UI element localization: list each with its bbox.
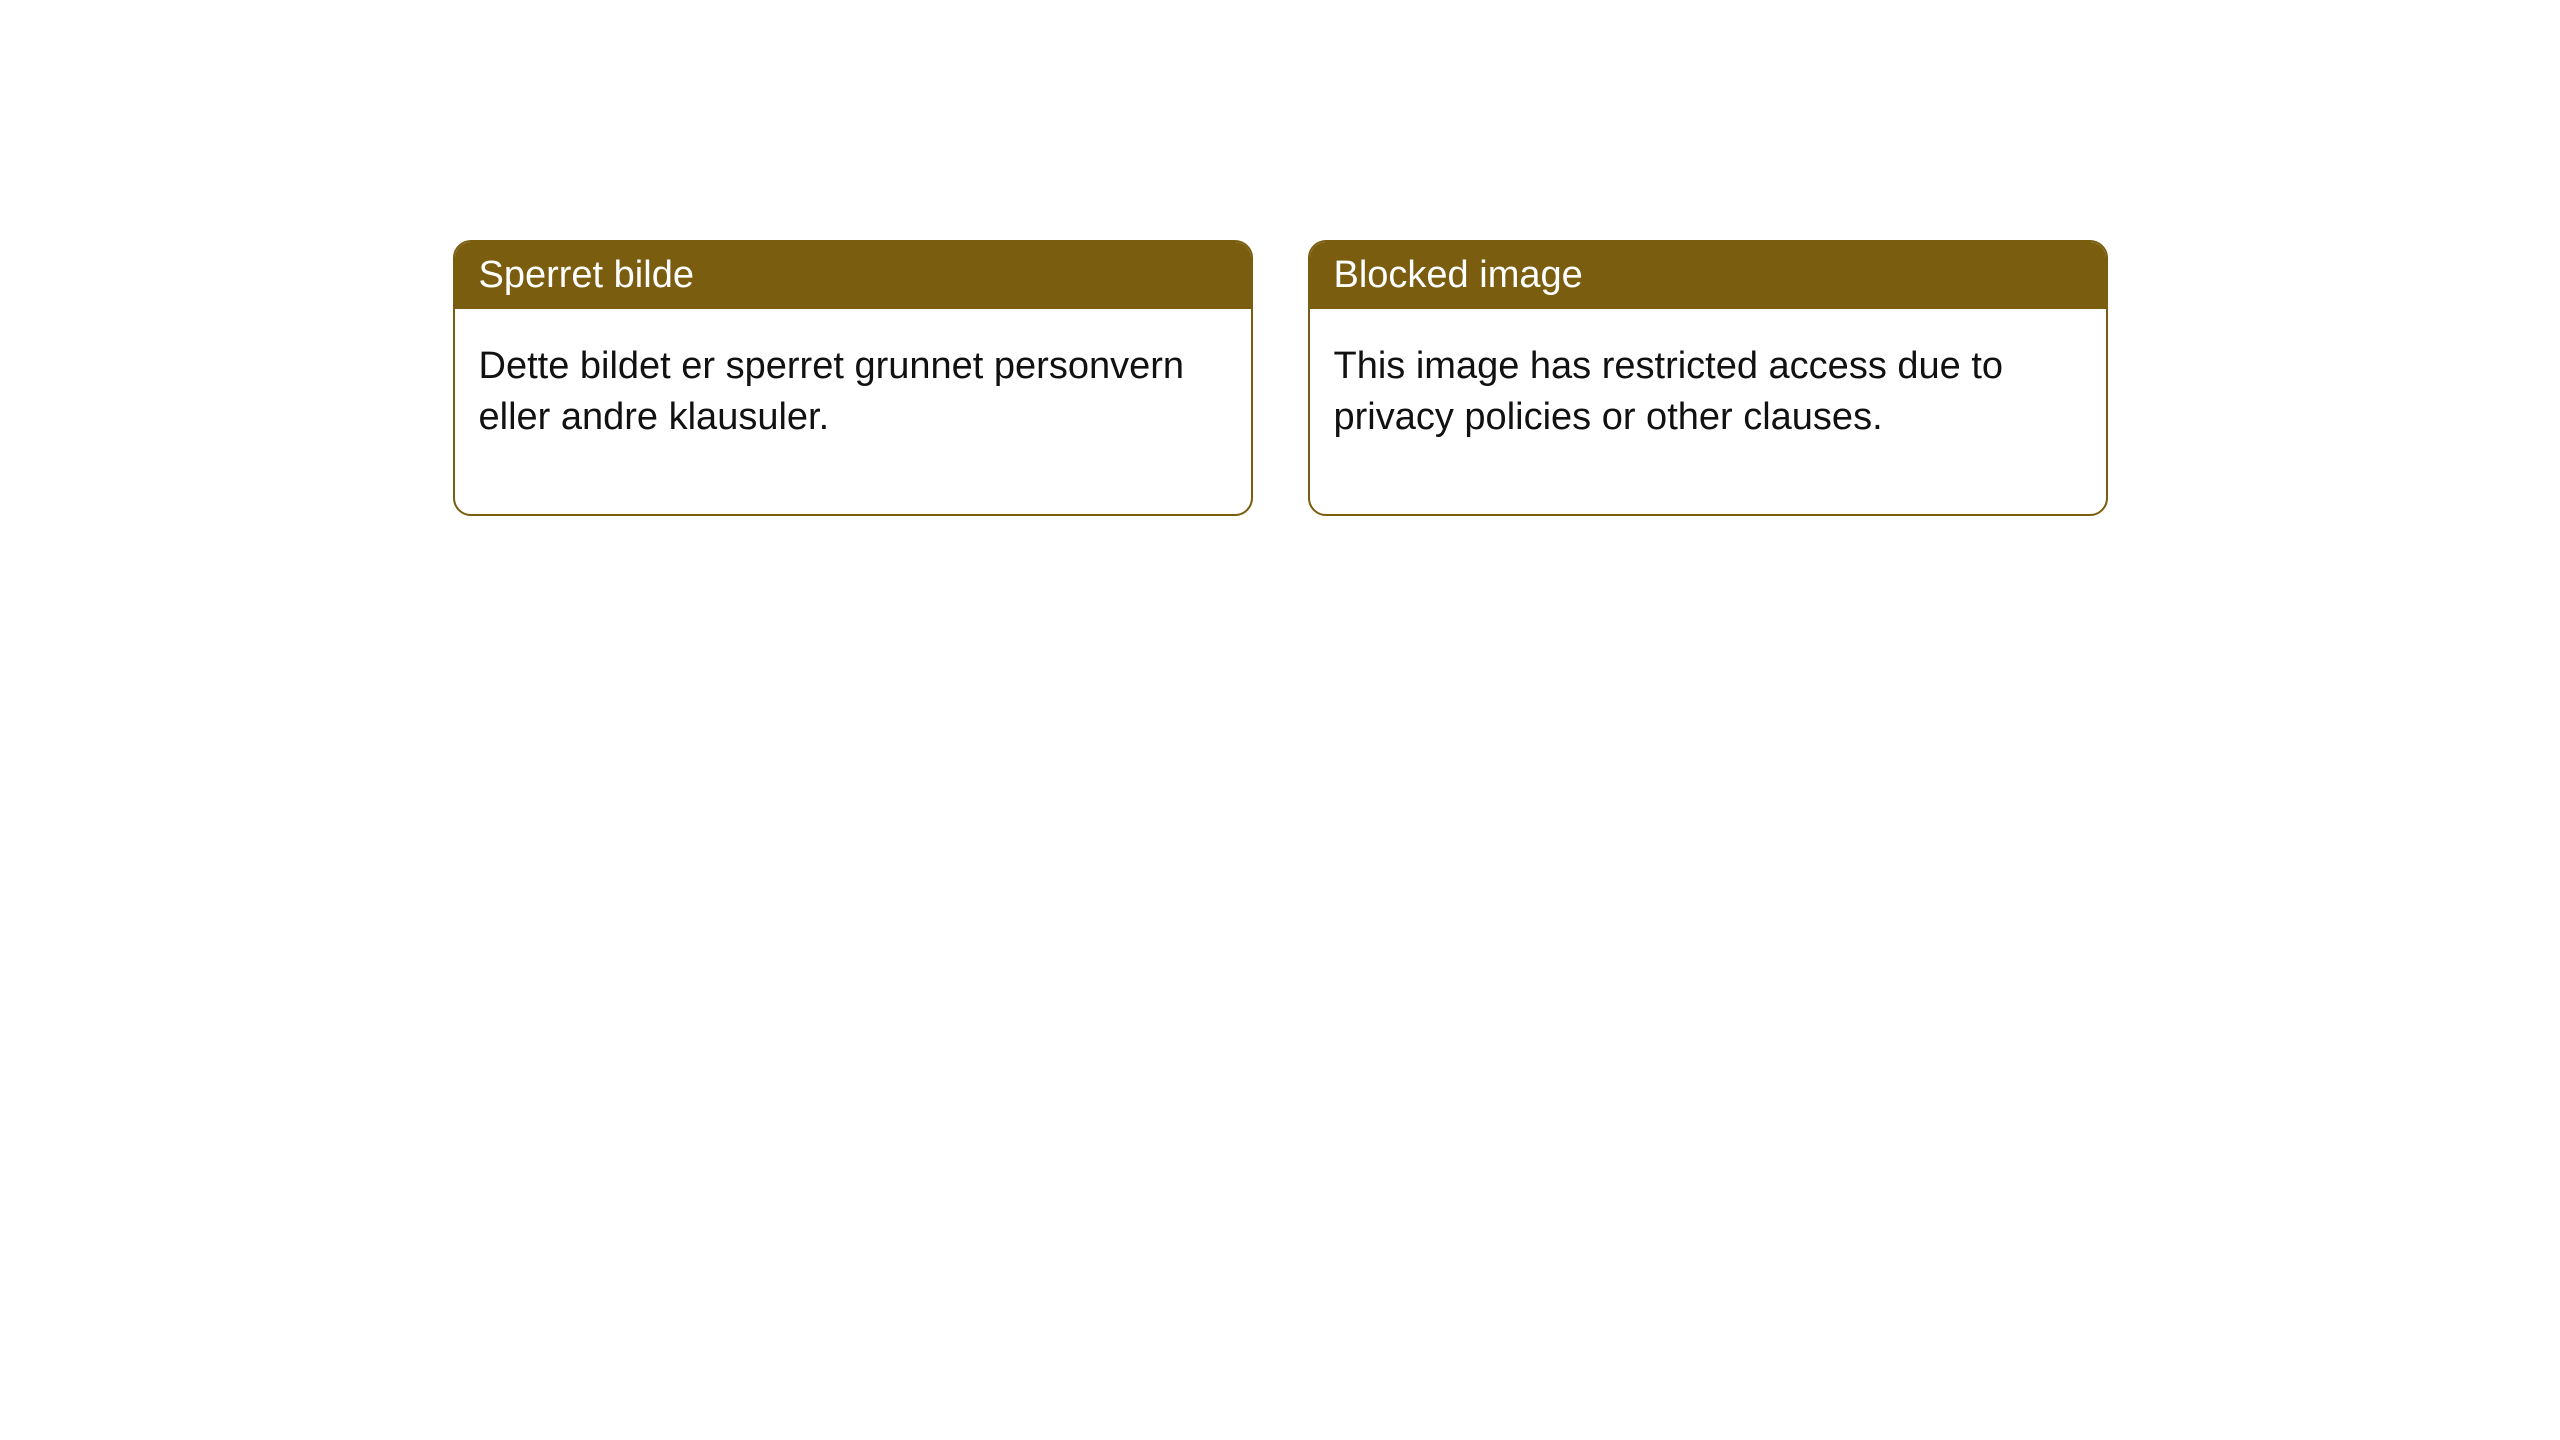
notice-title-english: Blocked image — [1310, 242, 2106, 309]
notice-body-english: This image has restricted access due to … — [1310, 309, 2106, 514]
notice-card-norwegian: Sperret bilde Dette bildet er sperret gr… — [453, 240, 1253, 516]
notice-body-norwegian: Dette bildet er sperret grunnet personve… — [455, 309, 1251, 514]
notice-title-norwegian: Sperret bilde — [455, 242, 1251, 309]
notice-cards-container: Sperret bilde Dette bildet er sperret gr… — [453, 240, 2108, 516]
notice-card-english: Blocked image This image has restricted … — [1308, 240, 2108, 516]
